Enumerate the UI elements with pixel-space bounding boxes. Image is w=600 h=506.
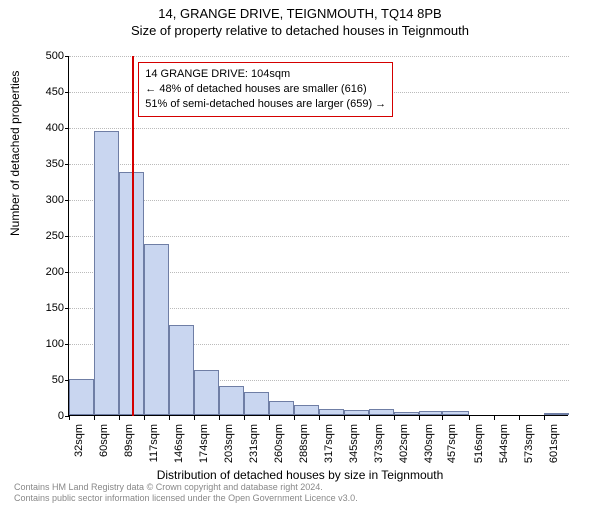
y-tick-mark [65, 200, 69, 201]
x-tick-label: 288sqm [298, 424, 310, 463]
y-tick-mark [65, 56, 69, 57]
histogram-bar [394, 412, 419, 415]
x-tick-label: 345sqm [348, 424, 360, 463]
x-tick-label: 174sqm [198, 424, 210, 463]
x-tick-mark [219, 416, 220, 420]
histogram-bar [94, 131, 119, 415]
y-tick-mark [65, 344, 69, 345]
y-tick-label: 500 [24, 50, 64, 62]
x-tick-mark [544, 416, 545, 420]
histogram-bar [244, 392, 269, 415]
y-tick-label: 200 [24, 266, 64, 278]
x-tick-mark [169, 416, 170, 420]
x-tick-label: 402sqm [398, 424, 410, 463]
x-tick-label: 32sqm [73, 424, 85, 457]
x-tick-label: 317sqm [323, 424, 335, 463]
histogram-bar [144, 244, 169, 415]
x-tick-label: 60sqm [98, 424, 110, 457]
histogram-bar [169, 325, 194, 415]
chart-area: 05010015020025030035040045050032sqm60sqm… [68, 56, 568, 416]
x-tick-mark [69, 416, 70, 420]
y-tick-label: 100 [24, 338, 64, 350]
x-tick-mark [419, 416, 420, 420]
x-tick-mark [119, 416, 120, 420]
histogram-bar [419, 411, 443, 415]
y-tick-label: 450 [24, 86, 64, 98]
x-tick-label: 89sqm [123, 424, 135, 457]
x-tick-label: 544sqm [498, 424, 510, 463]
x-tick-label: 457sqm [446, 424, 458, 463]
x-tick-label: 573sqm [523, 424, 535, 463]
histogram-bar [442, 411, 468, 415]
footer-line-2: Contains public sector information licen… [14, 493, 358, 504]
x-tick-mark [294, 416, 295, 420]
x-tick-mark [94, 416, 95, 420]
annotation-box: 14 GRANGE DRIVE: 104sqm← 48% of detached… [138, 62, 393, 117]
x-tick-mark [269, 416, 270, 420]
x-tick-label: 430sqm [423, 424, 435, 463]
plot: 05010015020025030035040045050032sqm60sqm… [68, 56, 568, 416]
histogram-bar [294, 405, 319, 415]
x-tick-label: 516sqm [473, 424, 485, 463]
x-tick-mark [244, 416, 245, 420]
chart-title: 14, GRANGE DRIVE, TEIGNMOUTH, TQ14 8PB [0, 6, 600, 21]
x-tick-label: 117sqm [148, 424, 160, 462]
footer: Contains HM Land Registry data © Crown c… [14, 482, 358, 504]
annotation-line: 51% of semi-detached houses are larger (… [145, 97, 386, 112]
y-tick-mark [65, 128, 69, 129]
y-tick-mark [65, 272, 69, 273]
y-tick-mark [65, 164, 69, 165]
y-tick-label: 300 [24, 194, 64, 206]
histogram-bar [344, 410, 369, 415]
histogram-bar [369, 409, 394, 415]
x-tick-mark [442, 416, 443, 420]
x-tick-label: 373sqm [373, 424, 385, 463]
chart-subtitle: Size of property relative to detached ho… [0, 23, 600, 38]
x-tick-mark [194, 416, 195, 420]
y-tick-mark [65, 92, 69, 93]
x-tick-mark [469, 416, 470, 420]
grid-line [69, 236, 569, 237]
property-marker-line [132, 56, 134, 416]
x-tick-label: 203sqm [223, 424, 235, 463]
y-tick-label: 250 [24, 230, 64, 242]
histogram-bar [219, 386, 244, 415]
histogram-bar [69, 379, 94, 415]
annotation-line: 14 GRANGE DRIVE: 104sqm [145, 67, 386, 82]
x-tick-label: 260sqm [273, 424, 285, 463]
x-tick-label: 146sqm [173, 424, 185, 463]
grid-line [69, 164, 569, 165]
grid-line [69, 200, 569, 201]
x-tick-mark [144, 416, 145, 420]
x-tick-mark [319, 416, 320, 420]
y-tick-label: 350 [24, 158, 64, 170]
y-tick-mark [65, 236, 69, 237]
grid-line [69, 128, 569, 129]
x-tick-mark [494, 416, 495, 420]
footer-line-1: Contains HM Land Registry data © Crown c… [14, 482, 358, 493]
x-tick-mark [369, 416, 370, 420]
histogram-bar [544, 413, 569, 415]
y-tick-label: 0 [24, 410, 64, 422]
x-tick-mark [394, 416, 395, 420]
histogram-bar [194, 370, 219, 415]
x-tick-label: 231sqm [248, 424, 260, 463]
x-tick-mark [519, 416, 520, 420]
annotation-line: ← 48% of detached houses are smaller (61… [145, 82, 386, 97]
x-tick-mark [344, 416, 345, 420]
histogram-bar [269, 401, 294, 415]
y-tick-label: 50 [24, 374, 64, 386]
histogram-bar [319, 409, 344, 415]
x-axis-label: Distribution of detached houses by size … [0, 468, 600, 482]
grid-line [69, 56, 569, 57]
x-tick-label: 601sqm [548, 424, 560, 463]
y-tick-mark [65, 308, 69, 309]
y-tick-label: 150 [24, 302, 64, 314]
y-axis-label: Number of detached properties [8, 71, 22, 236]
y-tick-label: 400 [24, 122, 64, 134]
